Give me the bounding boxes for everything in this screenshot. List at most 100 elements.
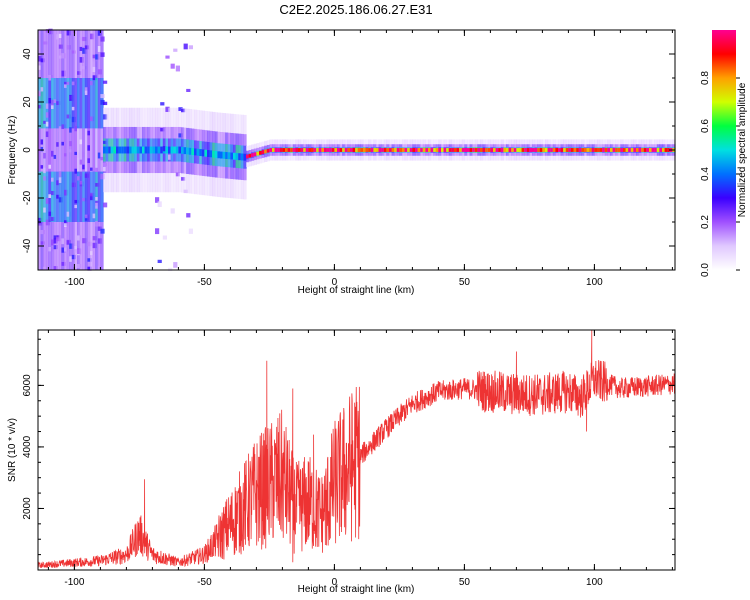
spectrogram-noise-cell [162, 235, 167, 240]
spectrogram-noise-cell [56, 34, 61, 40]
spectrogram-ridge-cell [90, 128, 94, 172]
snr-x-tick-label: 50 [459, 577, 471, 588]
spectrogram-ridge-cell [363, 148, 367, 152]
spectrogram-ridge-cell [630, 148, 634, 152]
spectrogram-ridge-cell [417, 148, 421, 152]
spectrogram-noise-cell [64, 247, 69, 252]
spectrogram-ridge-cell [422, 148, 426, 152]
spectrogram-ridge-cell [415, 148, 419, 152]
spectrogram-noise-cell [82, 36, 87, 42]
spectrogram-y-tick-label: 0 [22, 147, 33, 153]
spectrogram-noise-cell [170, 208, 175, 214]
spectrogram-noise-cell [165, 106, 170, 112]
spectrogram-ridge-cell [537, 148, 541, 152]
spectrogram-ridge-cell [396, 148, 400, 152]
spectrogram-noise-cell [51, 99, 56, 106]
spectrogram-ridge-cell [402, 148, 406, 152]
spectrogram-ridge-cell [217, 151, 221, 159]
spectrogram-ridge-cell [378, 148, 382, 152]
spectrogram-ridge-cell [373, 148, 377, 152]
spectrogram-ridge-cell [578, 148, 582, 152]
spectrogram-noise-cell [45, 112, 50, 118]
spectrogram-noise-cell [71, 254, 76, 260]
spectrogram-noise-cell [100, 99, 105, 105]
spectrogram-ridge-cell [542, 148, 546, 152]
spectrogram-ridge-cell [139, 146, 143, 154]
spectrogram-ridge-cell [253, 152, 257, 157]
colorbar-label: Normalized spectral amplitude [737, 82, 748, 217]
spectrogram-ridge-cell [604, 148, 608, 152]
spectrogram-noise-cell [56, 235, 61, 239]
spectrogram-ridge-cell [521, 148, 525, 152]
spectrogram-ridge-cell [235, 153, 239, 160]
spectrogram-ridge-cell [240, 153, 244, 161]
spectrogram-ridge-cell [612, 148, 616, 152]
spectrogram-noise-cell [48, 211, 53, 216]
spectrogram-ridge-cell [248, 153, 252, 158]
spectrogram-ridge-cell [399, 148, 403, 152]
spectrogram-noise-cell [77, 263, 82, 268]
spectrogram-ridge-cell [625, 148, 629, 152]
spectrogram-ridge-cell [279, 148, 283, 152]
spectrogram-ridge-cell [116, 146, 120, 154]
spectrogram-ridge-cell [61, 128, 65, 172]
spectrogram-ridge-cell [529, 148, 533, 152]
spectrogram-ridge-cell [165, 146, 169, 154]
spectrogram-ridge-cell [144, 146, 148, 154]
spectrogram-ridge-cell [573, 148, 577, 152]
spectrogram-x-tick-label: -100 [64, 277, 84, 288]
spectrogram-noise-cell [92, 75, 97, 81]
spectrogram-ridge-cell [376, 148, 380, 152]
spectrogram-ridge-cell [191, 148, 195, 156]
spectrogram-ridge-cell [357, 148, 361, 152]
spectrogram-ridge-cell [467, 148, 471, 152]
spectrogram-ridge-cell [464, 148, 468, 152]
spectrogram-noise-cell [97, 69, 102, 75]
spectrogram-noise-cell [92, 242, 97, 249]
spectrogram-noise-cell [43, 41, 48, 45]
spectrogram-ridge-cell [209, 150, 213, 158]
spectrogram-noise-cell [74, 204, 79, 209]
spectrogram-ridge-cell [66, 128, 70, 172]
spectrogram-ridge-cell [246, 154, 250, 159]
spectrogram-ridge-cell [552, 148, 556, 152]
spectrogram-ridge-cell [524, 148, 528, 152]
spectrogram-ridge-cell [516, 148, 520, 152]
spectrogram-noise-cell [87, 158, 92, 164]
spectrogram-ridge-cell [383, 148, 387, 152]
spectrogram-noise-cell [69, 94, 74, 101]
spectrogram-noise-cell [84, 216, 89, 221]
spectrogram-ridge-cell [532, 148, 536, 152]
spectrogram-noise-cell [43, 207, 48, 213]
spectrogram-ridge-cell [123, 146, 127, 154]
spectrogram-ridge-cell [295, 148, 299, 152]
spectrogram-noise-cell [56, 142, 61, 147]
spectrogram-ridge-cell [547, 148, 551, 152]
spectrogram-ridge-cell [110, 146, 114, 154]
spectrogram-ridge-cell [303, 148, 307, 152]
spectrogram-ridge-cell [409, 148, 413, 152]
spectrogram-noise-cell [58, 55, 63, 59]
spectrogram-ridge-cell [628, 148, 632, 152]
spectrogram-noise-cell [95, 54, 100, 60]
spectrogram-noise-cell [170, 63, 175, 69]
spectrogram-noise-cell [92, 66, 97, 73]
spectrogram-noise-cell [40, 241, 45, 245]
spectrogram-heatmap [38, 28, 676, 272]
colorbar-tick-label: 0.6 [700, 119, 711, 133]
spectrogram-ridge-cell [82, 128, 86, 172]
spectrogram-noise-cell [38, 92, 43, 97]
spectrogram-ridge-cell [329, 148, 333, 152]
spectrogram-noise-cell [58, 177, 63, 183]
spectrogram-ridge-cell [656, 148, 660, 152]
spectrogram-noise-cell [64, 153, 69, 157]
spectrogram-ridge-cell [428, 148, 432, 152]
spectrogram-ridge-cell [113, 146, 117, 154]
spectrogram-ridge-cell [607, 148, 611, 152]
spectrogram-x-label: Height of straight line (km) [298, 285, 415, 296]
spectrogram-noise-cell [71, 106, 76, 111]
snr-panel: -100 -50 0 50 100 2000 4000 6000 Height of str… [7, 329, 676, 595]
spectrogram-noise-cell [58, 33, 63, 39]
spectrogram-noise-cell [58, 197, 63, 203]
spectrogram-noise-cell [58, 44, 63, 49]
